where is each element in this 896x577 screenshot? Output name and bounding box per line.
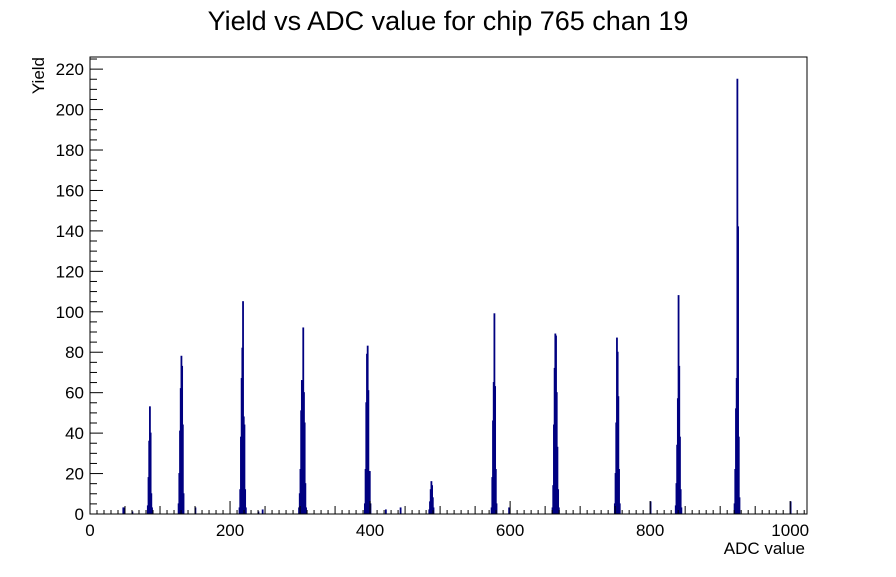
y-tick-label: 80: [65, 343, 84, 362]
histogram-bin: [508, 507, 511, 515]
histogram-bin: [399, 507, 402, 515]
x-tick-label: 0: [85, 521, 94, 540]
y-tick-label: 160: [56, 181, 84, 200]
y-tick-label: 20: [65, 465, 84, 484]
histogram-bin: [618, 503, 621, 515]
y-tick-label: 220: [56, 60, 84, 79]
y-axis-label: Yield: [29, 57, 48, 94]
histogram-bin: [738, 497, 741, 515]
histogram-bin: [261, 509, 264, 515]
histogram-bin: [123, 507, 125, 515]
x-tick-label: 600: [496, 521, 524, 540]
x-tick-label: 400: [356, 521, 384, 540]
x-axis-label: ADC value: [724, 539, 805, 558]
y-tick-label: 40: [65, 424, 84, 443]
y-tick-label: 200: [56, 101, 84, 120]
y-tick-label: 100: [56, 303, 84, 322]
chart-title: Yield vs ADC value for chip 765 chan 19: [208, 6, 689, 36]
histogram-bin: [384, 509, 387, 515]
x-tick-label: 200: [216, 521, 244, 540]
y-tick-label: 180: [56, 141, 84, 160]
histogram-bin: [305, 507, 307, 515]
y-tick-label: 140: [56, 222, 84, 241]
x-tick-label: 800: [636, 521, 664, 540]
x-tick-label: 1000: [771, 521, 809, 540]
histogram-bin: [151, 507, 153, 515]
histogram-bin: [680, 507, 683, 515]
y-tick-label: 120: [56, 262, 84, 281]
histogram-bin: [244, 507, 247, 515]
y-tick-label: 0: [75, 505, 84, 524]
y-tick-label: 60: [65, 384, 84, 403]
histogram-bin: [182, 493, 185, 515]
plot-frame: [89, 56, 808, 515]
